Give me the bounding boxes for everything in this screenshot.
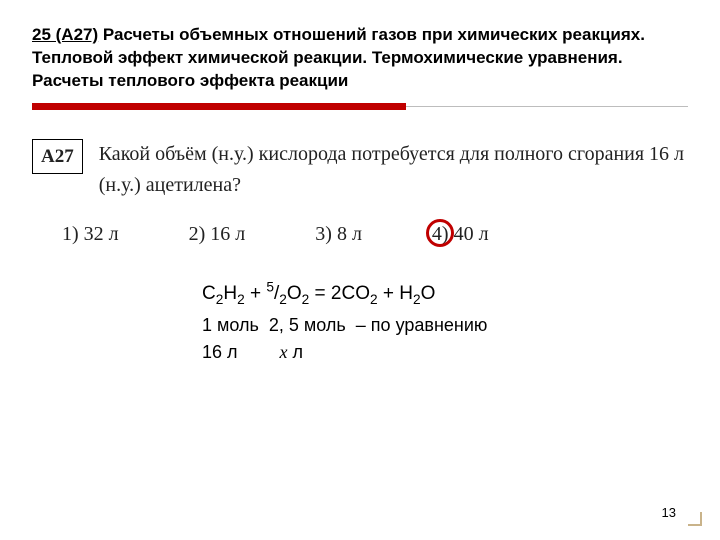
page-number: 13 [662, 505, 676, 520]
title-number: 25 (А27) [32, 25, 98, 44]
by-equation: – по уравнению [356, 312, 488, 339]
work-block: C2H2 + 5/2O2 = 2CO2 + H2O 1 моль 2, 5 мо… [32, 280, 688, 367]
corner-decoration-icon [688, 512, 702, 526]
question-block: А27 Какой объём (н.у.) кислорода потребу… [32, 139, 688, 201]
question-label-box: А27 [32, 139, 83, 174]
title-text: Расчеты объемных отношений газов при хим… [32, 25, 645, 90]
answer-1: 1) 32 л [62, 223, 119, 246]
answer-4-val: 40 л [449, 223, 489, 245]
mol-2: 2, 5 моль [269, 312, 346, 339]
mol-1: 1 моль [202, 312, 259, 339]
divider-red [32, 103, 406, 110]
moles-row: 1 моль 2, 5 моль – по уравнению [202, 312, 688, 339]
answer-row: 1) 32 л 2) 16 л 3) 8 л 4) 40 л [32, 223, 688, 246]
liters-2: x л [280, 339, 304, 366]
chemical-equation: C2H2 + 5/2O2 = 2CO2 + H2O [202, 280, 688, 309]
answer-4-num: 4) [432, 223, 449, 245]
answer-3: 3) 8 л [315, 223, 362, 246]
divider [32, 103, 688, 121]
divider-grey [406, 106, 688, 107]
question-text: Какой объём (н.у.) кислорода потребуется… [99, 139, 688, 201]
answer-2: 2) 16 л [189, 223, 246, 246]
liters-1: 16 л [202, 339, 238, 366]
answer-4: 4) 40 л [432, 223, 489, 246]
liters-row: 16 л x л [202, 339, 688, 366]
slide-title: 25 (А27) Расчеты объемных отношений газо… [32, 24, 688, 93]
